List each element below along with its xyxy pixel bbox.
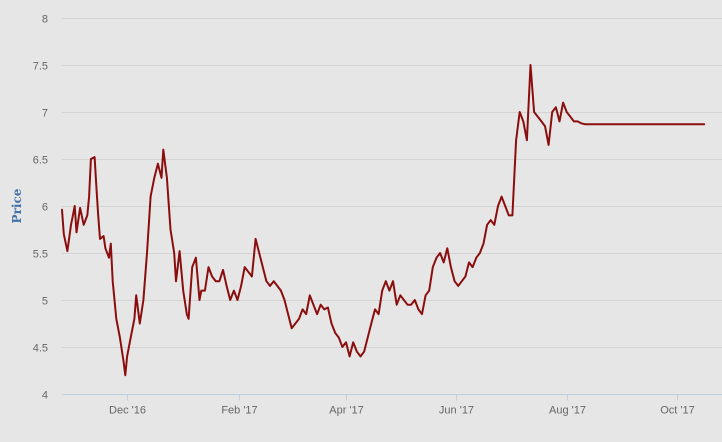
x-tick-label: Dec '16: [109, 405, 146, 417]
y-tick-label: 4: [42, 390, 48, 402]
y-tick-label: 5.5: [33, 249, 48, 261]
y-axis-tick-labels: 4 4.5 5 5.5 6 6.5 7 7.5 8: [33, 14, 48, 402]
price-series-line: [61, 64, 706, 377]
x-tick-label: Aug '17: [549, 405, 586, 417]
y-axis-title: Price: [10, 188, 24, 223]
x-axis: Dec '16 Feb '17 Apr '17 Jun '17 Aug '17 Oct '…: [62, 394, 722, 417]
y-tick-label: 8: [42, 14, 48, 26]
y-tick-label: 5: [42, 296, 48, 308]
series-layer: [61, 64, 706, 377]
x-tick-label: Oct '17: [660, 405, 695, 417]
x-tick-label: Feb '17: [221, 405, 257, 417]
y-tick-label: 7: [42, 108, 48, 120]
grid-lines: [62, 18, 722, 348]
y-tick-label: 7.5: [33, 61, 48, 73]
y-tick-label: 6: [42, 202, 48, 214]
y-tick-label: 6.5: [33, 155, 48, 167]
x-tick-label: Jun '17: [439, 405, 474, 417]
y-tick-label: 4.5: [33, 343, 48, 355]
x-tick-label: Apr '17: [329, 405, 364, 417]
